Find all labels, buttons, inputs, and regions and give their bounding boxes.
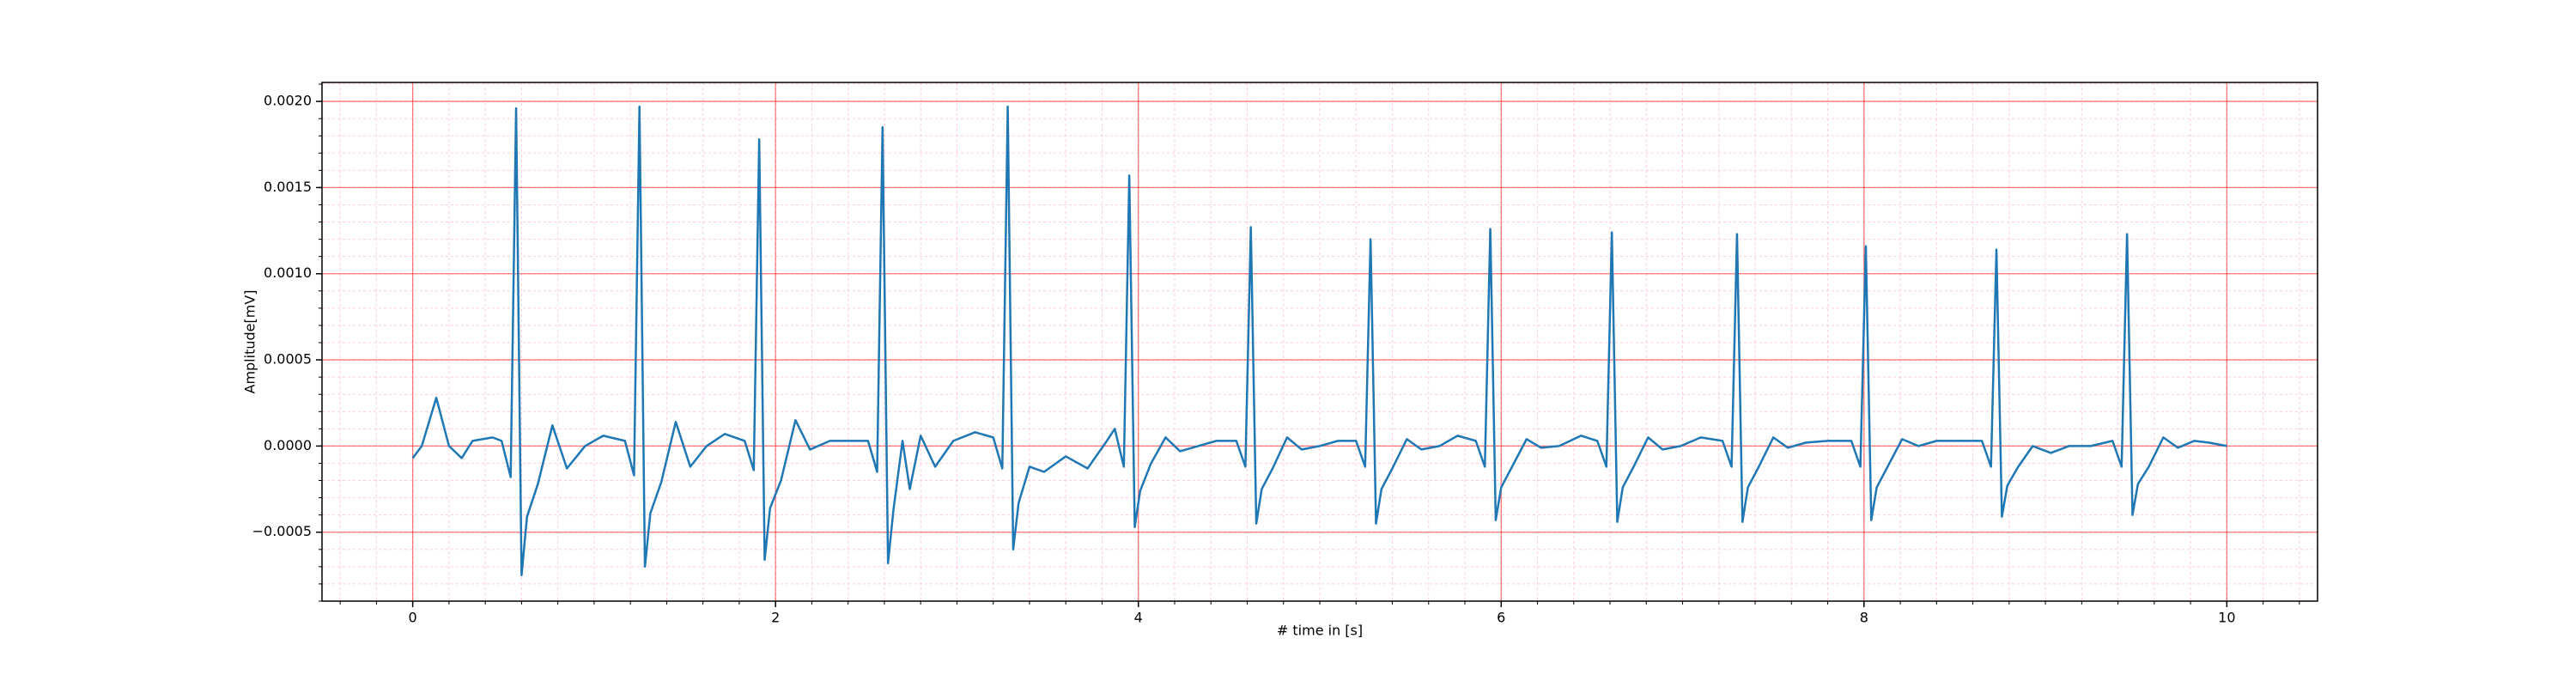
y-axis-label: Amplitude[mV] xyxy=(242,289,258,393)
y-tick-label: 0.0000 xyxy=(264,437,312,453)
line xyxy=(411,105,2227,577)
y-tick-label: −0.0005 xyxy=(252,523,312,539)
x-tick-label: 2 xyxy=(771,610,780,626)
y-tick-label: 0.0005 xyxy=(264,351,312,368)
x-tick-label: 8 xyxy=(1860,610,1868,626)
x-axis-label: # time in [s] xyxy=(1277,623,1363,639)
x-tick-label: 0 xyxy=(409,610,417,626)
y-tick-label: 0.0010 xyxy=(264,264,312,281)
plot-frame xyxy=(321,82,2318,602)
x-tick-label: 10 xyxy=(2218,610,2235,626)
x-tick-label: 4 xyxy=(1134,610,1143,626)
x-tick-label: 6 xyxy=(1497,610,1505,626)
y-tick-label: 0.0015 xyxy=(264,179,312,195)
y-tick-label: 0.0020 xyxy=(264,93,312,109)
